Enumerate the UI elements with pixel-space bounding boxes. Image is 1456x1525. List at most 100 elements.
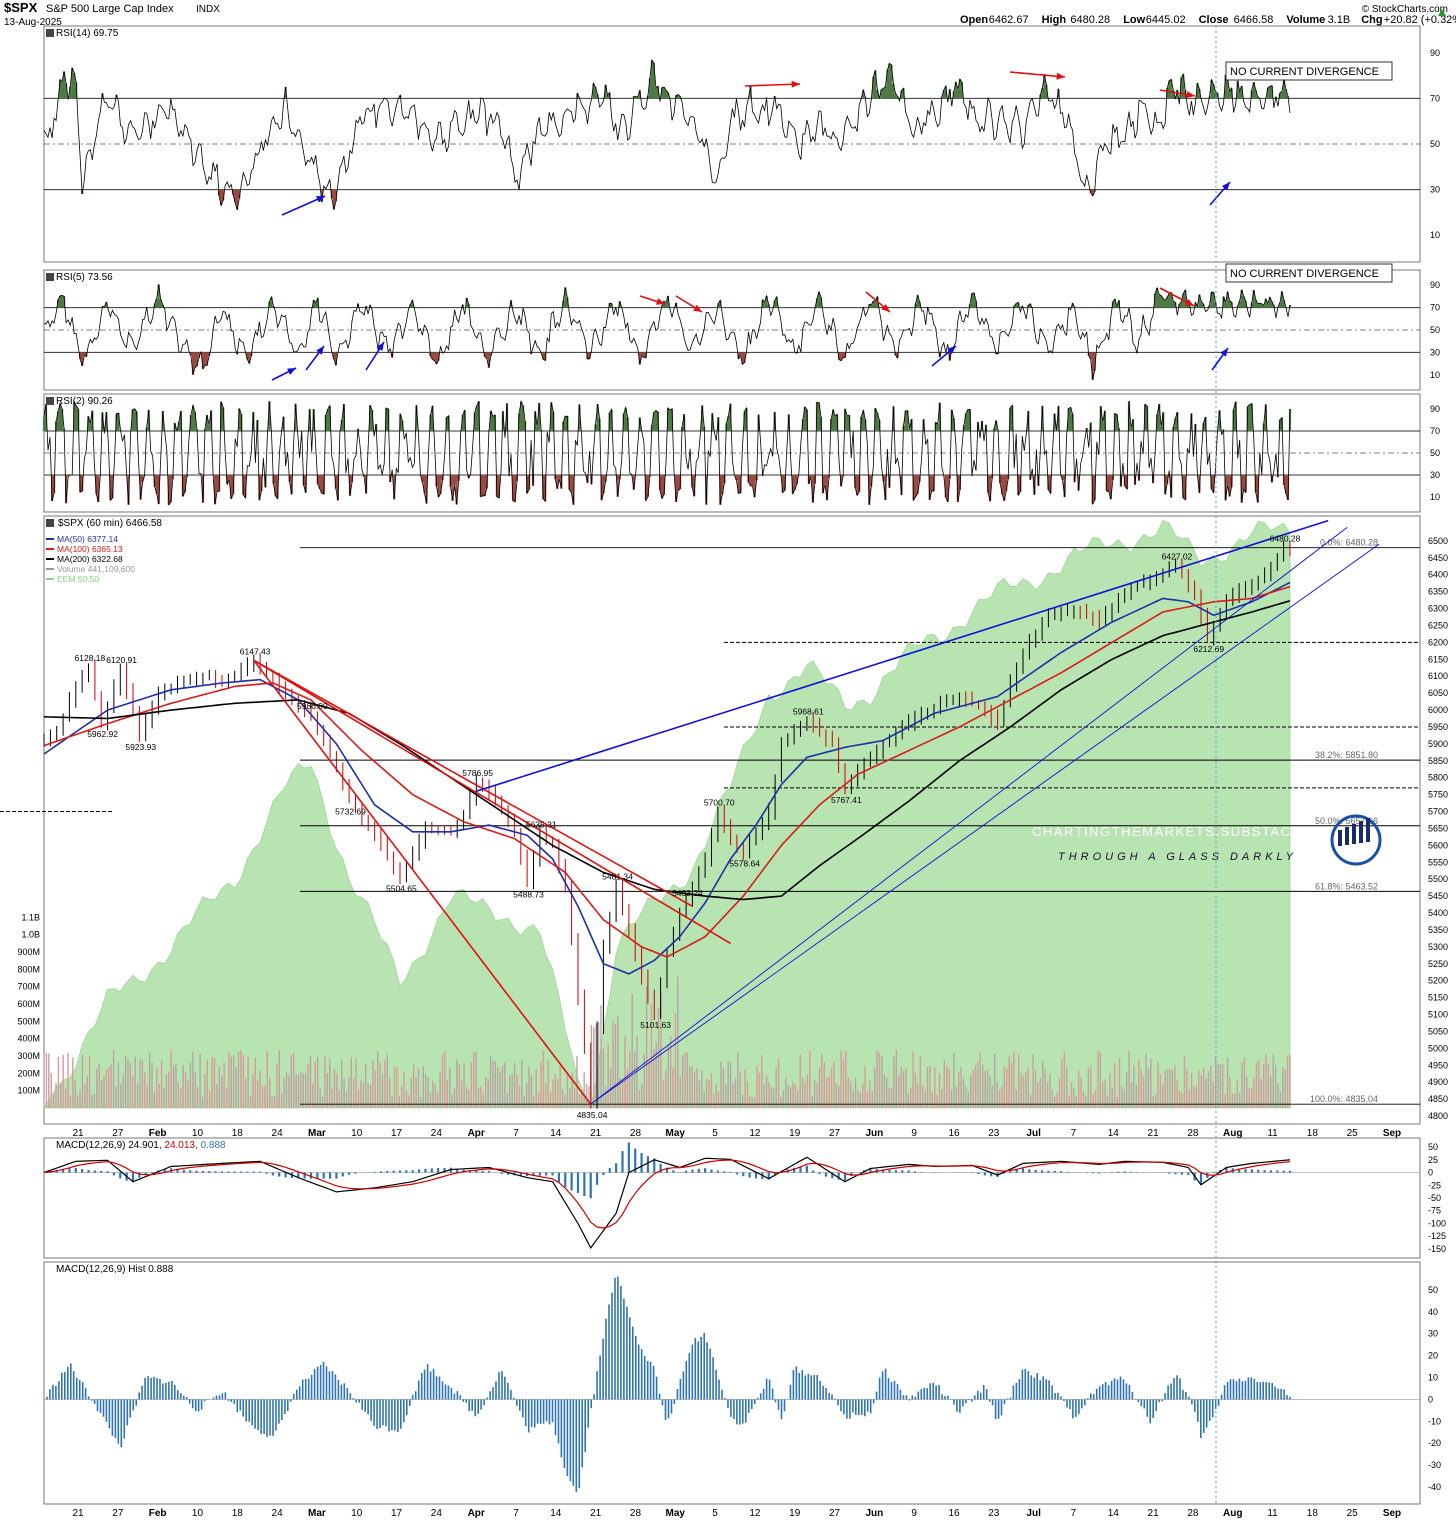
hist-tick-30: 30	[1428, 1329, 1438, 1339]
price-tick-6300: 6300	[1428, 604, 1448, 614]
red-divergence-arrow-1	[744, 80, 801, 88]
x-tick-label: 23	[988, 1128, 1000, 1139]
rsi-tick-10: 10	[1430, 230, 1440, 240]
price-label: 6212.69	[1193, 644, 1224, 654]
x-tick-label: 14	[1108, 1508, 1120, 1519]
x-tick-label: May	[666, 1508, 686, 1519]
macd-tick--125: -125	[1428, 1231, 1446, 1241]
x-tick-label: 27	[112, 1508, 124, 1519]
blue-divergence-arrow-6-head	[947, 346, 956, 354]
rsi-tick-30: 30	[1430, 185, 1440, 195]
x-tick-label: 24	[272, 1128, 284, 1139]
blue-divergence-arrow-2	[1209, 181, 1231, 206]
volume-tick: 100M	[17, 1086, 40, 1096]
rsi-tick-70: 70	[1430, 303, 1440, 313]
divergence-note: NO CURRENT DIVERGENCE	[1230, 66, 1379, 78]
blue-divergence-arrow-4-head	[316, 346, 324, 355]
price-tick-5900: 5900	[1428, 739, 1448, 749]
x-tick-label: 12	[749, 1508, 761, 1519]
price-tick-6250: 6250	[1428, 620, 1448, 630]
x-tick-label: 28	[1187, 1508, 1199, 1519]
fib-label: 0.0%: 6480.28	[1320, 538, 1378, 548]
price-tick-5450: 5450	[1428, 891, 1448, 901]
volume-tick: 200M	[17, 1068, 40, 1078]
price-tick-6350: 6350	[1428, 587, 1448, 597]
fib-label: 100.0%: 4835.04	[1310, 1094, 1378, 1104]
price-legend-swatch	[46, 519, 54, 527]
candlestick-globe-icon	[1330, 814, 1382, 866]
x-tick-label: 11	[1267, 1128, 1278, 1139]
logo-candle	[1352, 824, 1356, 844]
x-tick-label: 25	[1347, 1508, 1359, 1519]
price-tick-5500: 5500	[1428, 874, 1448, 884]
index-name: S&P 500 Large Cap Index	[46, 3, 174, 15]
price-tick-5750: 5750	[1428, 790, 1448, 800]
x-tick-label: 16	[948, 1128, 960, 1139]
macd-tick-50: 50	[1428, 1142, 1438, 1152]
rsi-tick-30: 30	[1430, 470, 1440, 480]
x-tick-label: 16	[948, 1508, 960, 1519]
price-tick-4900: 4900	[1428, 1077, 1448, 1087]
logo-candle	[1359, 821, 1363, 843]
divergence-box	[1225, 263, 1393, 283]
x-tick-label: 11	[1267, 1508, 1278, 1519]
price-label: 5488.73	[513, 889, 544, 899]
red-divergence-arrow-1-head	[791, 80, 800, 88]
price-label: 5968.61	[793, 707, 824, 717]
macd-value-0: MACD(12,26,9) 24.901,	[56, 1140, 164, 1151]
x-tick-label: 5	[712, 1508, 718, 1519]
x-tick-label: 17	[391, 1128, 403, 1139]
price-label: 5481.34	[602, 872, 633, 882]
x-tick-label: 9	[911, 1508, 917, 1519]
x-tick-label: 14	[550, 1508, 562, 1519]
macd-panel-frame	[43, 1137, 1421, 1259]
hist-tick-40: 40	[1428, 1307, 1438, 1317]
ma200-line	[43, 600, 1291, 901]
x-tick-label: 7	[513, 1508, 519, 1519]
x-tick-label: Feb	[149, 1128, 167, 1139]
legend-label: Volume 441,109,600	[57, 564, 135, 574]
price-tick-5300: 5300	[1428, 942, 1448, 952]
price-tick-4850: 4850	[1428, 1094, 1448, 1104]
x-tick-label: 10	[351, 1508, 363, 1519]
price-panel: 4800 4850 4900 4950 5000 5050 5100 5150 5200 5250…	[0, 515, 1448, 1125]
ohlc-label-open: Open	[960, 14, 988, 26]
x-tick-label: 5	[712, 1128, 718, 1139]
legend-label: MA(200) 6322.68	[57, 554, 123, 564]
price-tick-4800: 4800	[1428, 1111, 1448, 1121]
x-tick-label: 25	[1347, 1128, 1359, 1139]
red-divergence-arrow-4-head	[656, 298, 665, 305]
logo-candle	[1345, 827, 1349, 845]
macd-hist-panel: -40 -30 -20 -10 0 10 20 30 40 50 MACD(12,26,9) His…	[43, 1261, 1441, 1505]
ma50-line	[43, 581, 1291, 975]
x-tick-label: 28	[630, 1128, 642, 1139]
hist-tick-0: 0	[1428, 1394, 1433, 1404]
rsi-legend-swatch	[46, 273, 54, 281]
volume-tick: 900M	[17, 947, 40, 957]
logo-candle	[1338, 830, 1342, 846]
blue-divergence-arrow-6	[931, 345, 957, 367]
blue-divergence-arrow-4	[305, 345, 325, 371]
eem-area	[43, 520, 1291, 1110]
blue-divergence-arrow-1-head	[316, 196, 325, 203]
x-tick-label: 24	[431, 1508, 443, 1519]
copyright-text: © StockCharts.com	[1362, 4, 1448, 15]
price-label: 5767.41	[831, 795, 862, 805]
price-label: 5635.31	[526, 820, 557, 830]
price-tick-5600: 5600	[1428, 840, 1448, 850]
ohlc-value-low: 6445.02	[1146, 14, 1186, 26]
x-tick-label: Apr	[468, 1508, 485, 1519]
logo-ring	[1330, 814, 1382, 866]
price-label: 5923.93	[125, 742, 156, 752]
exchange-label: INDX	[196, 4, 220, 15]
price-tick-5800: 5800	[1428, 773, 1448, 783]
price-label: 4835.04	[577, 1110, 608, 1120]
divergence-note: NO CURRENT DIVERGENCE	[1230, 268, 1379, 280]
x-tick-label: Sep	[1383, 1128, 1401, 1139]
price-label: 6120.91	[106, 655, 137, 665]
blue-trendline-2	[590, 543, 1380, 1105]
x-tick-label: 7	[1071, 1508, 1077, 1519]
price-tick-6400: 6400	[1428, 570, 1448, 580]
